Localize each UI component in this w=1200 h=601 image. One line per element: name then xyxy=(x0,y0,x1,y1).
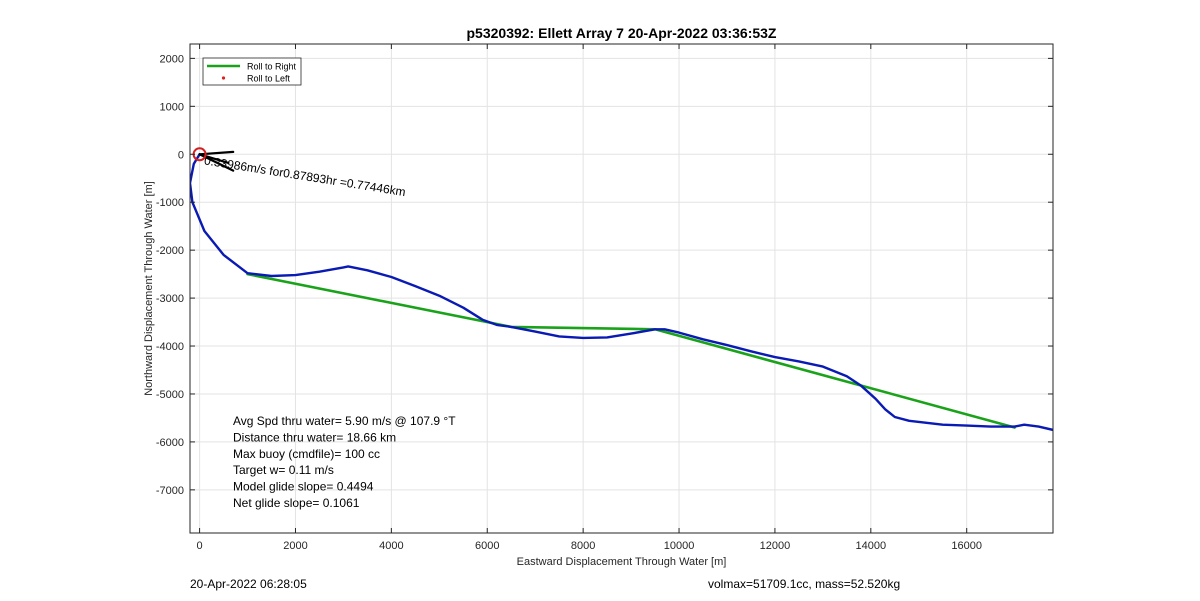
x-tick-label: 12000 xyxy=(760,540,791,552)
y-axis-label: Northward Displacement Through Water [m] xyxy=(143,181,155,396)
stats-line: Max buoy (cmdfile)= 100 cc xyxy=(233,447,380,461)
legend-swatch-dot xyxy=(221,76,226,80)
x-tick-label: 16000 xyxy=(951,540,982,552)
x-tick-label: 2000 xyxy=(283,540,307,552)
footer-volmax-mass: volmax=51709.1cc, mass=52.520kg xyxy=(708,577,901,591)
y-tick-label: -4000 xyxy=(156,341,184,353)
stats-line: Avg Spd thru water= 5.90 m/s @ 107.9 °T xyxy=(233,414,456,428)
y-tick-label: -7000 xyxy=(156,485,184,497)
legend-label: Roll to Right xyxy=(247,62,297,72)
stats-line: Model glide slope= 0.4494 xyxy=(233,480,374,494)
legend-box xyxy=(202,57,302,86)
axes-box xyxy=(189,43,1054,534)
y-tick-label: -2000 xyxy=(156,245,184,257)
footer-timestamp: 20-Apr-2022 06:28:05 xyxy=(190,577,307,591)
x-tick-label: 4000 xyxy=(379,540,403,552)
y-tick-label: -6000 xyxy=(156,437,184,449)
chart-title: p5320392: Ellett Array 7 20-Apr-2022 03:… xyxy=(467,25,777,41)
y-tick-label: -1000 xyxy=(156,197,184,209)
x-axis-label: Eastward Displacement Through Water [m] xyxy=(517,556,727,568)
y-tick-label: 2000 xyxy=(160,53,184,65)
plot-area xyxy=(190,44,1053,533)
x-tick-label: 8000 xyxy=(571,540,595,552)
x-tick-label: 0 xyxy=(197,540,203,552)
y-tick-label: 1000 xyxy=(160,101,184,113)
legend: Roll to Right Roll to Left xyxy=(202,57,302,86)
y-tick-label: 0 xyxy=(178,149,184,161)
series-line-1 xyxy=(190,153,1053,432)
stats-line: Distance thru water= 18.66 km xyxy=(233,430,396,444)
y-tick-label: -5000 xyxy=(156,389,184,401)
series-line-0 xyxy=(246,272,1016,429)
x-tick-label: 10000 xyxy=(664,540,695,552)
legend-label: Roll to Left xyxy=(247,74,291,84)
y-tick-label: -3000 xyxy=(156,293,184,305)
x-tick-label: 6000 xyxy=(475,540,499,552)
x-tick-label: 14000 xyxy=(856,540,887,552)
stats-line: Target w= 0.11 m/s xyxy=(233,463,334,477)
stats-line: Net glide slope= 0.1061 xyxy=(233,496,360,510)
data-layer xyxy=(190,147,1053,432)
